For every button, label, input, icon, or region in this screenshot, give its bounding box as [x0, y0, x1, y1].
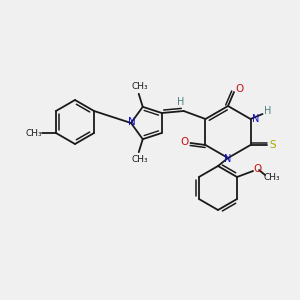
- Text: H: H: [177, 97, 184, 107]
- Text: N: N: [128, 117, 136, 127]
- Text: O: O: [235, 84, 243, 94]
- Text: CH₃: CH₃: [131, 82, 148, 91]
- Text: O: O: [253, 164, 261, 174]
- Text: H: H: [264, 106, 271, 116]
- Text: CH₃: CH₃: [264, 172, 280, 182]
- Text: N: N: [224, 154, 232, 164]
- Text: N: N: [251, 114, 259, 124]
- Text: S: S: [269, 140, 276, 150]
- Text: O: O: [180, 137, 189, 147]
- Text: CH₃: CH₃: [26, 128, 42, 137]
- Text: CH₃: CH₃: [131, 155, 148, 164]
